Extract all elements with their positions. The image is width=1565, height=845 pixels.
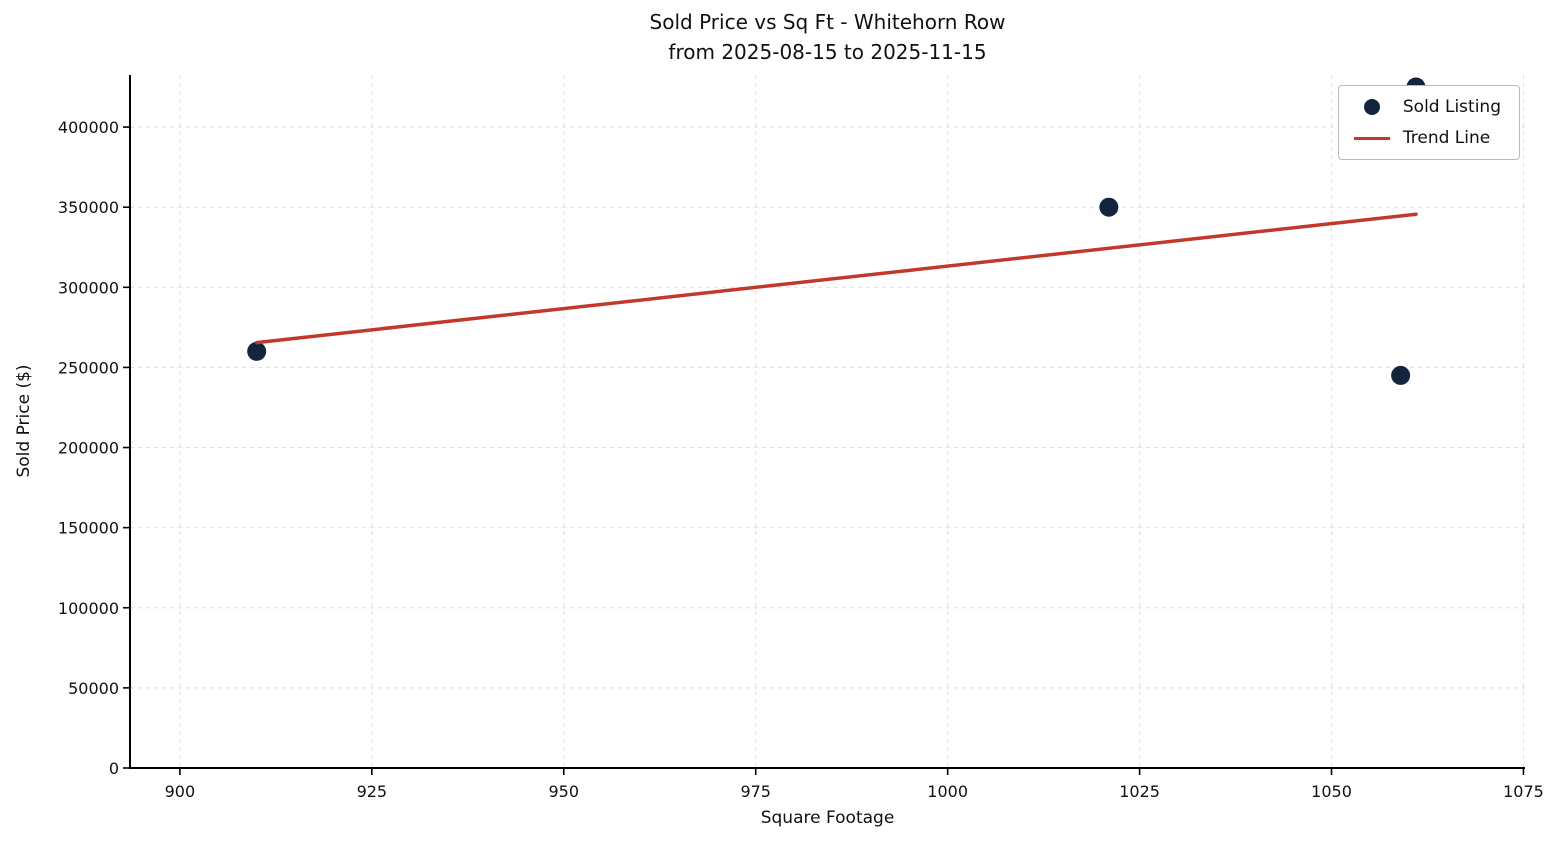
data-point	[1391, 365, 1411, 385]
y-tick-label: 150000	[58, 519, 119, 538]
x-tick-label: 1025	[1119, 782, 1160, 801]
x-tick-label: 900	[165, 782, 196, 801]
y-tick-label: 200000	[58, 439, 119, 458]
trend-line-icon	[1351, 136, 1393, 140]
legend-item-sold-listing: Sold Listing	[1351, 97, 1501, 117]
y-tick-label: 100000	[58, 599, 119, 618]
chart-subtitle: from 2025-08-15 to 2025-11-15	[668, 40, 987, 64]
x-tick-label: 1050	[1311, 782, 1352, 801]
sold-listing-marker-icon	[1351, 99, 1393, 115]
x-axis-label: Square Footage	[760, 808, 895, 828]
legend: Sold Listing Trend Line	[1337, 85, 1520, 160]
y-axis-label: Sold Price ($)	[14, 364, 34, 478]
x-tick-label: 925	[357, 782, 388, 801]
legend-label-trend-line: Trend Line	[1402, 128, 1491, 148]
y-tick-label: 0	[109, 759, 119, 778]
trend-line	[254, 212, 1418, 345]
x-tick-label: 1075	[1503, 782, 1544, 801]
line-marker-icon	[1353, 136, 1390, 140]
x-tick-label: 975	[740, 782, 771, 801]
x-tick-label: 950	[549, 782, 580, 801]
y-tick-label: 300000	[58, 278, 119, 297]
dot-marker-icon	[1363, 99, 1380, 115]
data-point	[247, 341, 267, 361]
chart-title: Sold Price vs Sq Ft - Whitehorn Row	[649, 10, 1006, 34]
y-tick-label: 250000	[58, 358, 119, 377]
legend-item-trend-line: Trend Line	[1351, 128, 1501, 148]
legend-label-sold-listing: Sold Listing	[1402, 97, 1501, 117]
y-tick-label: 400000	[58, 118, 119, 137]
y-tick-label: 50000	[68, 679, 119, 698]
data-point	[1099, 197, 1119, 217]
x-tick-label: 1000	[927, 782, 968, 801]
y-tick-label: 350000	[58, 198, 119, 217]
